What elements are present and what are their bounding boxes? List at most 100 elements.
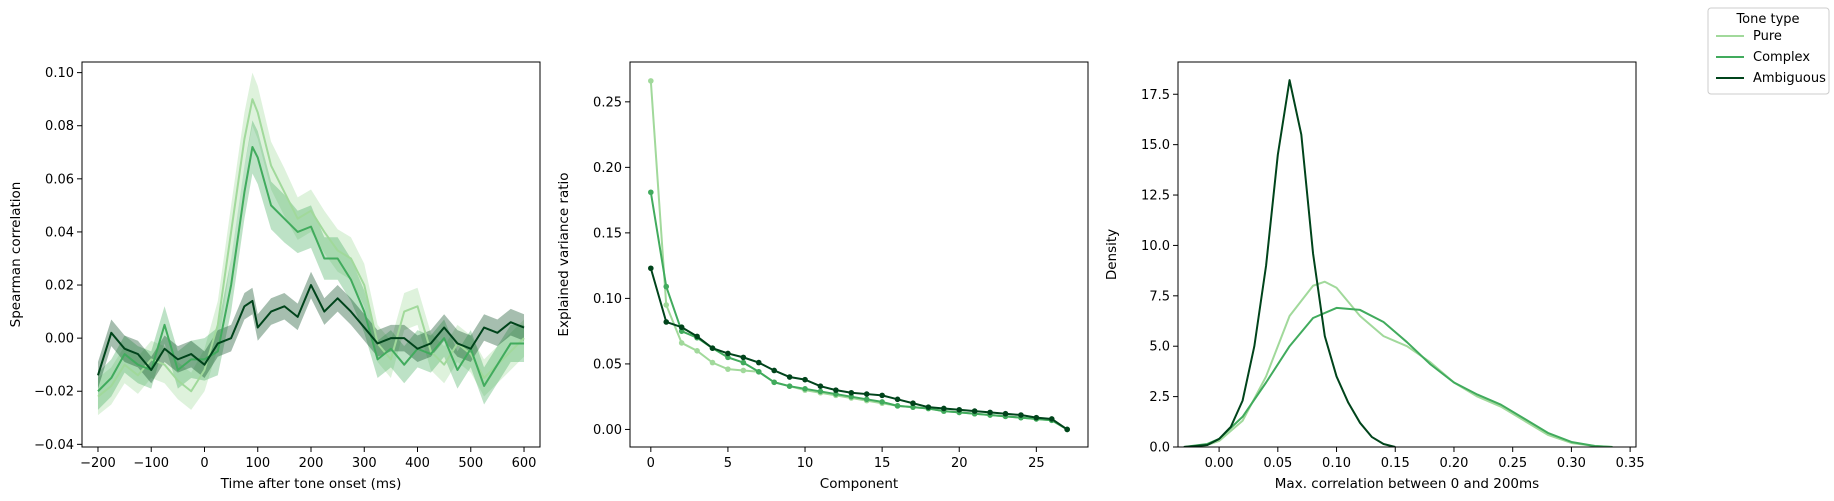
series-line-ambiguous (649, 267, 1068, 431)
point-complex (740, 359, 747, 366)
x-tick-label: 0 (200, 456, 208, 471)
series-line-complex (97, 145, 525, 392)
x-tick-label: 0.10 (1322, 456, 1351, 471)
series-line-pure (649, 80, 1068, 431)
x-tick-label: 0.25 (1498, 456, 1527, 471)
point-ambiguous (848, 389, 855, 396)
point-ambiguous (1002, 410, 1009, 417)
point-pure (725, 366, 731, 372)
y-tick-label: 10.0 (1141, 239, 1170, 254)
plot-area (97, 72, 525, 416)
x-tick-label: −200 (80, 456, 116, 471)
point-ambiguous (971, 408, 978, 414)
y-tick-label: 0.15 (593, 226, 622, 241)
point-pure (648, 78, 654, 84)
y-tick-label: 0.05 (593, 357, 622, 372)
y-axis-label: Spearman correlation (8, 182, 24, 328)
point-pure (694, 348, 700, 354)
y-tick-label: 0.20 (593, 161, 622, 176)
ci-band-complex (97, 120, 525, 410)
x-axis-label: Time after tone onset (ms) (220, 476, 402, 492)
point-complex (648, 189, 654, 196)
series-line-complex (1183, 306, 1613, 447)
chart-panel-1: −200 −100 0 100 200 300 400 500 600 −0.04 −0.02 0.0… (8, 61, 541, 492)
x-tick-label: 500 (458, 456, 483, 471)
x-tick-label: 200 (299, 456, 324, 471)
point-ambiguous (725, 350, 731, 357)
legend-title: Tone type (1735, 12, 1799, 27)
y-tick-label: 0.08 (45, 119, 74, 134)
point-ambiguous (863, 391, 870, 397)
axes-frame (81, 61, 541, 448)
point-complex (848, 393, 855, 400)
legend: Tone type Pure Complex Ambiguous (1707, 7, 1830, 95)
point-complex (802, 386, 808, 392)
y-tick-label: 0.06 (45, 172, 74, 187)
x-tick-label: 10 (797, 456, 814, 471)
point-ambiguous (678, 324, 685, 331)
series-line-complex (649, 192, 1068, 431)
y-tick-label: 2.5 (1149, 390, 1170, 405)
legend-frame (1707, 7, 1830, 95)
point-ambiguous (1064, 426, 1070, 433)
point-ambiguous (771, 367, 777, 374)
point-ambiguous (755, 359, 762, 366)
point-complex (817, 388, 824, 395)
point-complex (863, 396, 870, 403)
point-ambiguous (956, 406, 963, 413)
point-ambiguous (817, 383, 824, 389)
chart-panel-3: 0.00 0.05 0.10 0.15 0.20 0.25 0.30 0.35 0.0 2.5 5.… (1104, 61, 1645, 492)
point-complex (894, 403, 901, 409)
series-line-ambiguous (1183, 79, 1396, 447)
point-pure (678, 340, 685, 346)
point-ambiguous (709, 345, 716, 351)
x-tick-label: 15 (874, 456, 891, 471)
y-tick-label: 15.0 (1141, 138, 1170, 153)
point-pure (663, 302, 670, 308)
point-complex (833, 391, 839, 397)
chart-panel-2: 0 5 10 15 20 25 0.00 0.05 0.10 0.15 0.20 0.25 Compon… (556, 61, 1089, 492)
axes-frame (629, 61, 1089, 448)
point-ambiguous (648, 265, 654, 272)
plot-area (1183, 79, 1613, 447)
point-ambiguous (879, 392, 885, 399)
y-tick-label: 0.25 (593, 95, 622, 110)
x-tick-label: 100 (245, 456, 270, 471)
point-ambiguous (663, 319, 670, 325)
point-ambiguous (802, 376, 808, 383)
y-tick-label: 0.00 (593, 423, 622, 438)
y-tick-label: −0.02 (34, 385, 74, 400)
x-axis-label: Max. correlation between 0 and 200ms (1275, 476, 1539, 492)
point-ambiguous (1018, 412, 1024, 418)
x-tick-label: −100 (133, 456, 169, 471)
series-line-ambiguous (97, 284, 525, 376)
y-tick-label: 0.00 (45, 332, 74, 347)
point-ambiguous (694, 333, 700, 340)
point-complex (663, 283, 670, 290)
x-tick-label: 600 (512, 456, 537, 471)
point-ambiguous (894, 396, 901, 403)
y-tick-label: 0.10 (593, 292, 622, 307)
y-axis-label: Explained variance ratio (556, 172, 572, 336)
x-tick-label: 0.05 (1263, 456, 1292, 471)
point-complex (786, 383, 793, 389)
series-line-pure (1183, 280, 1613, 447)
x-tick-label: 0.30 (1557, 456, 1586, 471)
y-tick-label: 17.5 (1141, 88, 1170, 103)
point-ambiguous (740, 354, 747, 361)
point-pure (709, 359, 716, 366)
x-tick-label: 0 (647, 456, 655, 471)
point-complex (910, 404, 916, 410)
point-complex (678, 328, 685, 334)
point-ambiguous (1033, 414, 1040, 421)
point-complex (879, 399, 885, 405)
point-ambiguous (833, 387, 839, 393)
legend-label-ambiguous: Ambiguous (1753, 71, 1826, 86)
x-tick-label: 0.00 (1205, 456, 1234, 471)
x-tick-label: 5 (724, 456, 732, 471)
x-tick-label: 0.35 (1616, 456, 1645, 471)
x-tick-label: 0.15 (1381, 456, 1410, 471)
x-tick-label: 20 (951, 456, 968, 471)
y-tick-label: 12.5 (1141, 189, 1170, 204)
